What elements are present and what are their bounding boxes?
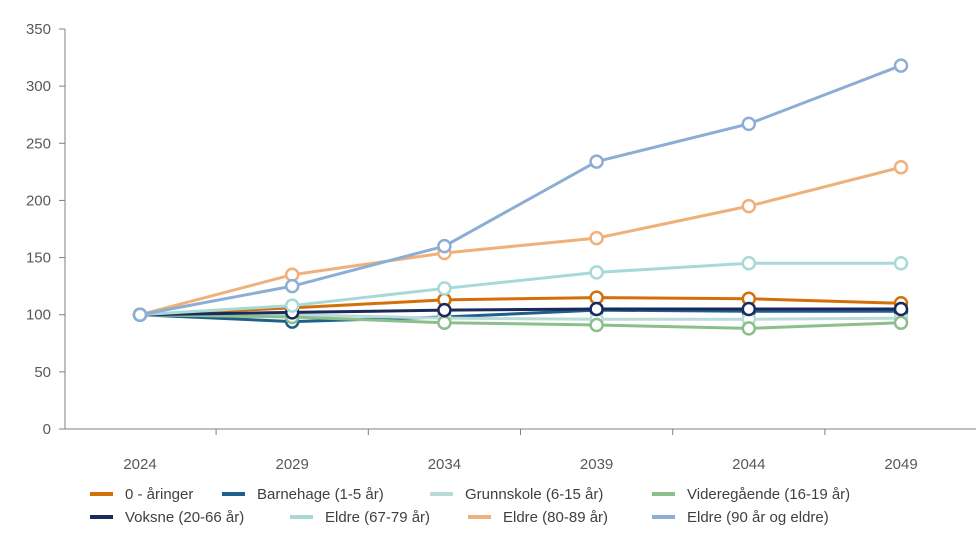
legend-label: Voksne (20-66 år) [125, 509, 244, 526]
data-point [589, 154, 604, 169]
data-point [437, 281, 452, 296]
data-point [741, 301, 757, 317]
series-lines [132, 58, 909, 336]
legend-item: Grunnskole (6-15 år) [430, 486, 603, 503]
y-tick-label: 150 [26, 250, 51, 267]
series-line [138, 313, 903, 330]
series-line [138, 313, 903, 321]
x-axis-ticks: 2024 2029 2034 2039 2044 2049 [123, 429, 918, 473]
data-point [437, 315, 452, 330]
series-line [138, 308, 903, 324]
legend-item: Barnehage (1-5 år) [222, 486, 384, 503]
legend-label: Eldre (67-79 år) [325, 509, 430, 526]
legend-item: Voksne (20-66 år) [90, 509, 244, 526]
legend: 0 - åringer Barnehage (1-5 år) Grunnskole … [90, 486, 850, 526]
data-point [741, 116, 757, 132]
data-point [893, 315, 909, 330]
x-tick-label: 2024 [123, 456, 156, 473]
x-tick-label: 2044 [732, 456, 765, 473]
data-point [893, 301, 909, 317]
data-point [589, 230, 604, 246]
legend-item: 0 - åringer [90, 486, 193, 503]
x-tick-label: 2039 [580, 456, 613, 473]
series-line [138, 296, 903, 317]
data-point [741, 256, 757, 271]
y-tick-label: 350 [26, 21, 51, 38]
series-6 [132, 160, 909, 322]
legend-label: Grunnskole (6-15 år) [465, 486, 603, 503]
data-point [893, 58, 909, 73]
y-tick-label: 0 [43, 421, 51, 438]
legend-label: Barnehage (1-5 år) [257, 486, 384, 503]
data-point [741, 198, 757, 214]
y-axis-ticks: 0 50 100 150 200 250 300 350 [26, 21, 65, 438]
series-line [138, 307, 903, 317]
x-tick-label: 2034 [428, 456, 461, 473]
series-line [138, 64, 903, 317]
legend-item: Videregående (16-19 år) [652, 486, 850, 503]
x-tick-label: 2049 [884, 456, 917, 473]
y-tick-label: 300 [26, 78, 51, 95]
data-point [589, 265, 604, 280]
series-7 [132, 58, 909, 322]
series-line [138, 261, 903, 317]
data-point [132, 307, 148, 322]
y-tick-label: 250 [26, 135, 51, 152]
legend-label: Eldre (90 år og eldre) [687, 509, 829, 526]
data-point [893, 160, 909, 175]
data-point [437, 302, 452, 318]
legend-item: Eldre (90 år og eldre) [652, 509, 829, 526]
y-tick-label: 50 [34, 364, 51, 381]
data-point [893, 256, 909, 271]
data-point [284, 278, 300, 294]
legend-item: Eldre (80-89 år) [468, 509, 608, 526]
y-tick-label: 200 [26, 192, 51, 209]
data-point [437, 238, 452, 254]
legend-label: Eldre (80-89 år) [503, 509, 608, 526]
data-point [589, 301, 604, 317]
legend-item: Eldre (67-79 år) [290, 509, 430, 526]
series-line [138, 165, 903, 317]
data-point [741, 321, 757, 336]
data-point [589, 317, 604, 333]
legend-label: Videregående (16-19 år) [687, 486, 850, 503]
y-tick-label: 100 [26, 307, 51, 324]
legend-label: 0 - åringer [125, 486, 193, 503]
x-tick-label: 2029 [276, 456, 309, 473]
data-point [284, 298, 300, 313]
